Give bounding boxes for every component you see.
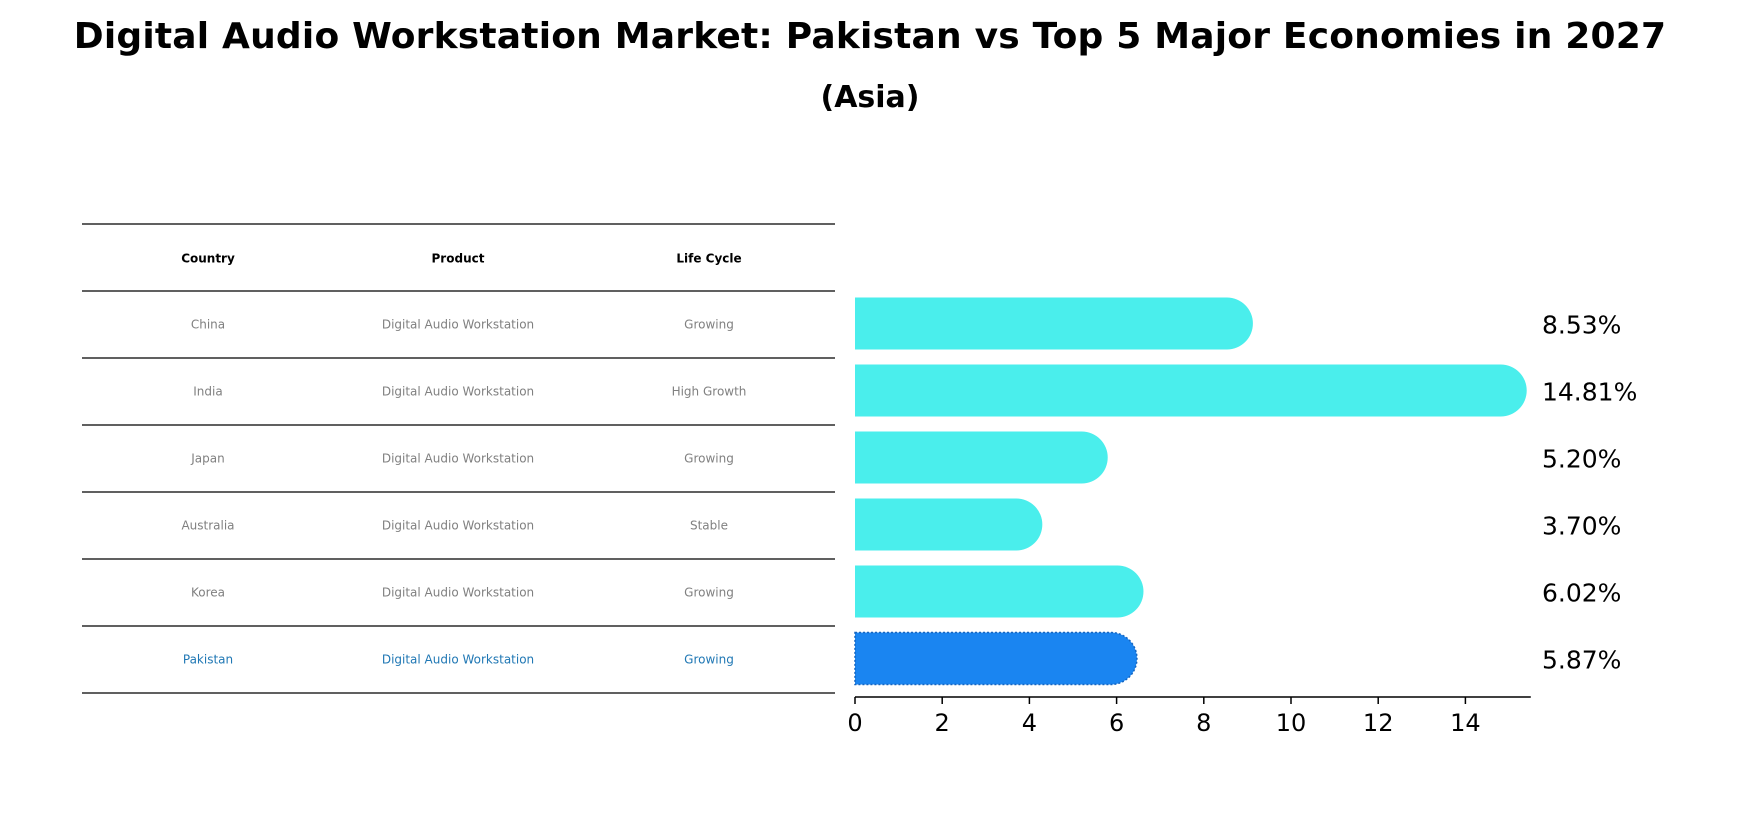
- value-label: 5.87%: [1542, 646, 1621, 675]
- table-header-cell: Product: [432, 252, 485, 266]
- table-cell: Growing: [684, 586, 734, 600]
- x-tick-label: 4: [1022, 709, 1037, 737]
- table-cell: Growing: [684, 318, 734, 332]
- bar-series: [854, 297, 1527, 686]
- x-tick-label: 10: [1276, 709, 1307, 737]
- value-label: 5.20%: [1542, 445, 1621, 474]
- x-tick-label: 2: [935, 709, 950, 737]
- x-tick-label: 0: [847, 709, 862, 737]
- table-cell: Australia: [181, 519, 234, 533]
- x-tick-label: 12: [1363, 709, 1394, 737]
- x-tick-label: 6: [1109, 709, 1124, 737]
- table-cell: High Growth: [672, 385, 747, 399]
- bar-japan: [855, 431, 1108, 484]
- table-cell: Pakistan: [183, 653, 233, 667]
- table-cell: Japan: [190, 452, 224, 466]
- bar-australia: [855, 498, 1043, 551]
- table-header-cell: Life Cycle: [676, 252, 741, 266]
- bar-india: [855, 364, 1527, 417]
- table-cell: Digital Audio Workstation: [382, 318, 534, 332]
- table-cell: Growing: [684, 452, 734, 466]
- table-cell: Digital Audio Workstation: [382, 586, 534, 600]
- table-cell: Digital Audio Workstation: [382, 385, 534, 399]
- value-label: 14.81%: [1542, 378, 1637, 407]
- chart-title: Digital Audio Workstation Market: Pakist…: [73, 16, 1667, 57]
- table-cell: Growing: [684, 653, 734, 667]
- table-cell: Korea: [191, 586, 225, 600]
- table-header-cell: Country: [181, 252, 235, 266]
- bar-pakistan: [854, 631, 1138, 686]
- table-cell: Digital Audio Workstation: [382, 653, 534, 667]
- data-table: Country Product Life Cycle China Digital Aud…: [82, 223, 835, 694]
- x-axis: 0 2 4 6 8 10 12 14: [847, 696, 1531, 737]
- value-labels: 8.53% 14.81% 5.20% 3.70% 6.02% 5.87%: [1542, 311, 1637, 675]
- table-cell: Digital Audio Workstation: [382, 452, 534, 466]
- bar-china: [855, 297, 1253, 350]
- table-cell: China: [191, 318, 225, 332]
- table-cell: Stable: [690, 519, 728, 533]
- x-tick-label: 8: [1196, 709, 1211, 737]
- value-label: 3.70%: [1542, 512, 1621, 541]
- bar-korea: [855, 565, 1144, 618]
- x-tick-label: 14: [1450, 709, 1481, 737]
- table-cell: India: [193, 385, 222, 399]
- value-label: 6.02%: [1542, 579, 1621, 608]
- table-cell: Digital Audio Workstation: [382, 519, 534, 533]
- value-label: 8.53%: [1542, 311, 1621, 340]
- chart-subtitle: (Asia): [820, 80, 920, 115]
